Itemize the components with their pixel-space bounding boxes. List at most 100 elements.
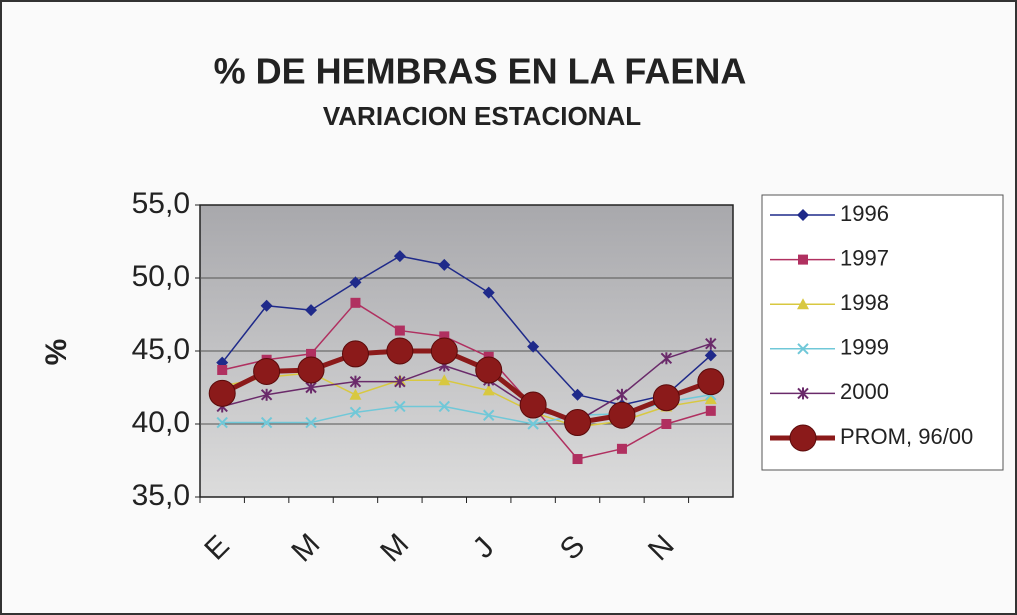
marker-part [608, 401, 636, 429]
marker-part [306, 348, 317, 359]
marker-part [704, 349, 717, 362]
marker-part [705, 405, 716, 416]
marker-part [797, 343, 809, 355]
marker-part [439, 331, 450, 342]
marker-part [394, 400, 406, 413]
marker-part [483, 409, 495, 421]
marker-part [253, 357, 281, 385]
marker [475, 356, 503, 384]
marker [253, 357, 281, 385]
marker [482, 384, 495, 396]
marker [305, 416, 317, 429]
marker-part [616, 443, 627, 454]
y-tick-label: 35,0 [132, 479, 190, 512]
marker-part [527, 340, 540, 353]
marker [705, 405, 716, 416]
marker-part [661, 419, 672, 429]
marker [789, 424, 817, 452]
marker-part [305, 416, 317, 429]
chart-subtitle: VARIACION ESTACIONAL [323, 101, 641, 131]
marker-part [438, 374, 451, 386]
marker [483, 409, 495, 421]
marker [439, 331, 450, 342]
marker [208, 379, 236, 407]
y-tick-label: 50,0 [132, 260, 190, 293]
marker-part [564, 409, 592, 437]
marker [394, 400, 406, 413]
marker [216, 416, 228, 429]
marker [386, 337, 414, 365]
marker [704, 349, 717, 362]
marker [527, 418, 539, 430]
marker-part [704, 393, 717, 405]
marker [519, 391, 547, 419]
marker-part [349, 276, 362, 289]
legend-label: 1998 [840, 290, 889, 315]
marker-part [482, 384, 495, 396]
y-tick-label: 40,0 [132, 406, 190, 439]
marker [697, 368, 725, 396]
marker-part [475, 356, 503, 384]
marker [704, 393, 717, 405]
legend-label: 1997 [840, 245, 889, 270]
marker [349, 406, 362, 419]
marker [297, 356, 325, 384]
series-line [222, 302, 712, 460]
legend-label: 1999 [840, 335, 889, 360]
series-line [222, 342, 712, 422]
marker-part [349, 406, 362, 419]
marker [260, 388, 273, 401]
marker [660, 352, 673, 365]
legend-label: PROM, 96/00 [840, 424, 973, 449]
marker [438, 258, 451, 271]
marker-part [350, 297, 361, 308]
marker [394, 325, 405, 336]
marker [438, 400, 450, 413]
marker-part [394, 325, 405, 336]
marker [394, 375, 406, 388]
marker [572, 454, 583, 465]
marker [306, 348, 317, 359]
marker [349, 276, 362, 289]
marker-part [797, 298, 809, 310]
marker-part [572, 454, 583, 465]
marker [797, 298, 809, 310]
marker-part [571, 388, 584, 401]
marker [564, 409, 592, 437]
marker-part [217, 364, 228, 375]
marker [438, 374, 451, 386]
marker [305, 381, 317, 394]
marker-part [789, 424, 817, 452]
marker [797, 387, 809, 400]
marker [430, 337, 458, 365]
marker [608, 401, 636, 429]
marker-part [797, 209, 809, 221]
marker [652, 384, 680, 412]
marker [350, 297, 361, 308]
marker [260, 416, 273, 429]
series-line [221, 255, 712, 406]
marker-part [208, 379, 236, 407]
marker-part [297, 356, 325, 384]
legend-label: 2000 [840, 379, 889, 404]
y-axis-label: % [40, 339, 73, 366]
marker [661, 419, 672, 429]
y-tick-label: 55,0 [132, 187, 190, 220]
marker [341, 340, 369, 368]
marker-part [216, 416, 228, 429]
marker [797, 209, 809, 221]
marker [260, 299, 273, 312]
legend-label: 1996 [840, 201, 889, 226]
marker [393, 250, 406, 263]
chart-title: % DE HEMBRAS EN LA FAENA [214, 51, 747, 92]
marker [349, 375, 362, 388]
marker [797, 343, 809, 355]
marker [571, 388, 584, 401]
marker [527, 340, 540, 353]
marker-part [260, 416, 273, 429]
marker [616, 443, 627, 454]
marker-part [393, 250, 406, 263]
marker [798, 254, 808, 265]
marker-part [260, 299, 273, 312]
